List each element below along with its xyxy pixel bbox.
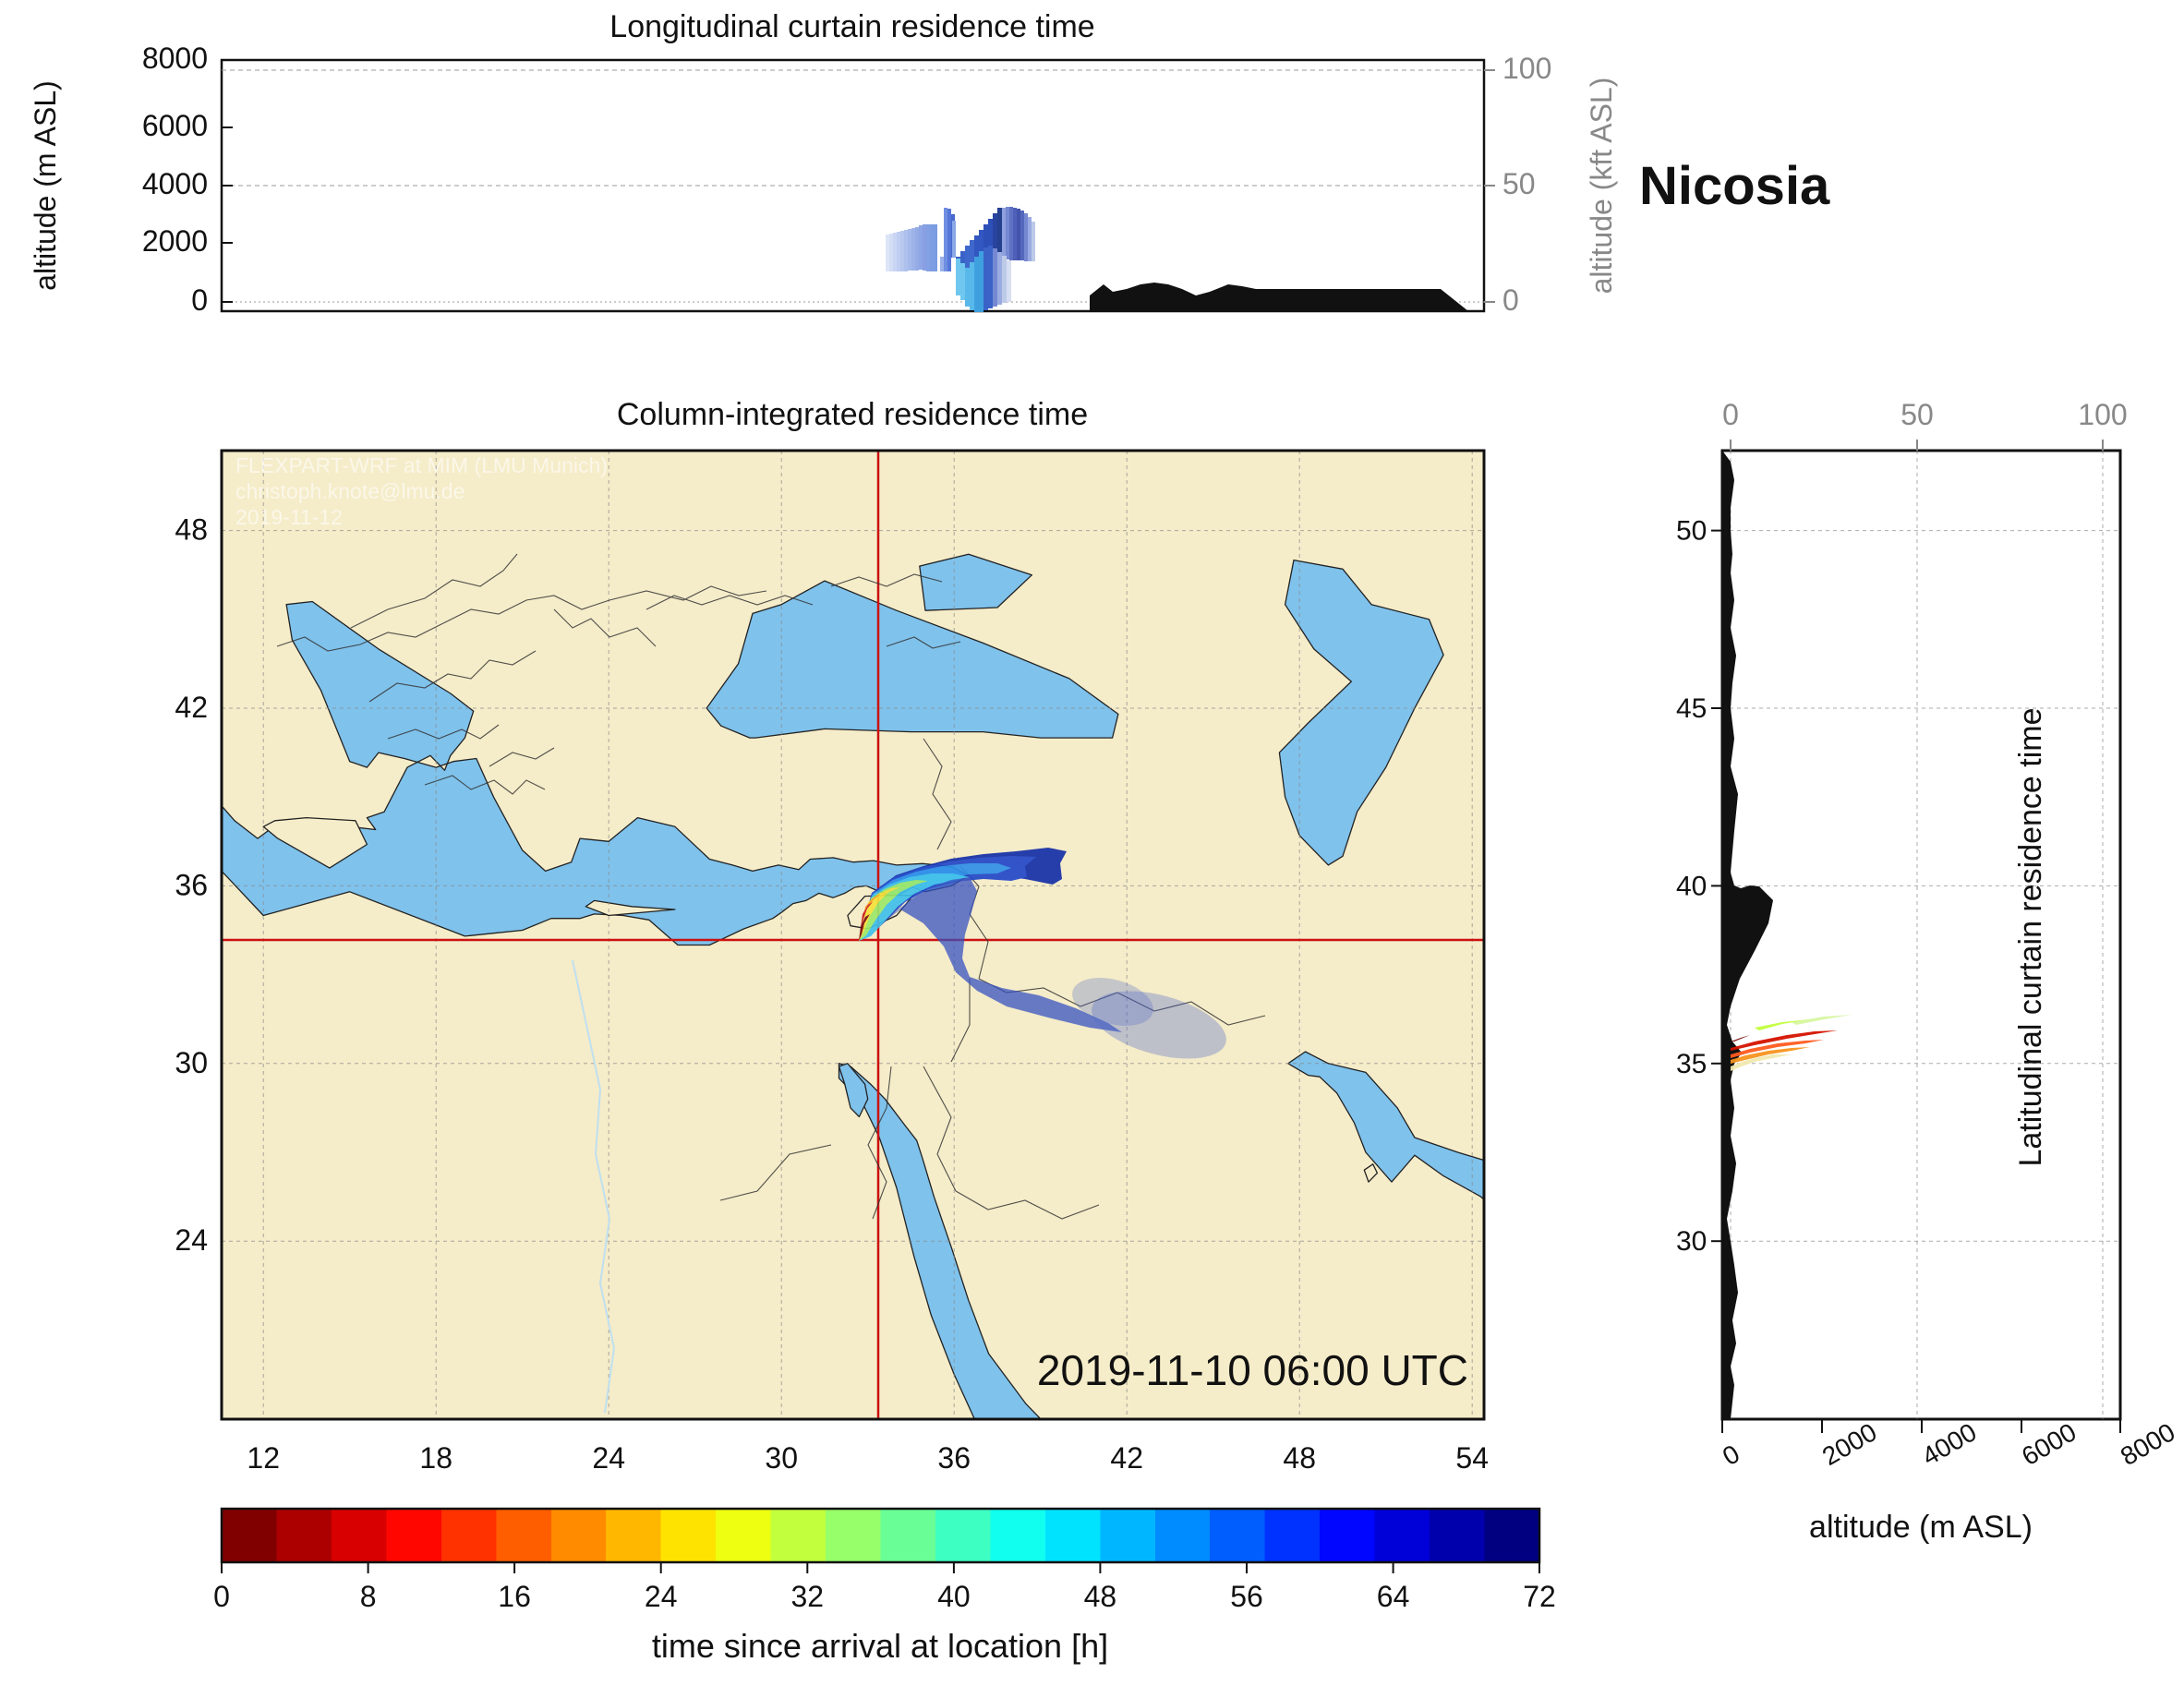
svg-text:8000: 8000 (2116, 1417, 2179, 1471)
svg-text:2000: 2000 (1817, 1417, 1881, 1471)
svg-text:4000: 4000 (1917, 1417, 1981, 1471)
svg-text:0: 0 (1718, 1439, 1744, 1472)
svg-text:6000: 6000 (2017, 1417, 2081, 1471)
svg-text:35: 35 (1676, 1049, 1707, 1079)
svg-text:50: 50 (1900, 398, 1934, 431)
svg-text:0: 0 (1722, 398, 1739, 431)
svg-text:Latitudinal curtain residence: Latitudinal curtain residence time (2013, 707, 2048, 1166)
svg-text:50: 50 (1676, 516, 1707, 547)
svg-text:altitude (m ASL): altitude (m ASL) (1809, 1510, 2033, 1545)
svg-text:100: 100 (2078, 398, 2127, 431)
svg-text:45: 45 (1676, 693, 1707, 724)
svg-text:30: 30 (1676, 1226, 1707, 1257)
svg-text:40: 40 (1676, 871, 1707, 901)
